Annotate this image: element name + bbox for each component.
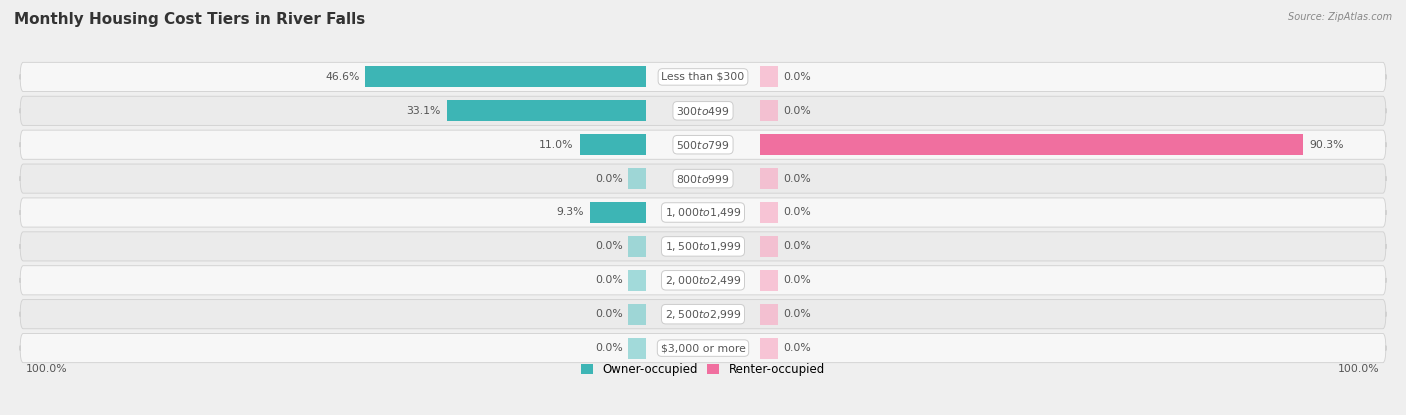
Text: 33.1%: 33.1%: [406, 106, 440, 116]
FancyBboxPatch shape: [20, 266, 1386, 295]
Bar: [761, 168, 778, 189]
Bar: [628, 337, 645, 359]
Bar: [761, 236, 778, 257]
FancyBboxPatch shape: [20, 96, 1386, 125]
Bar: [761, 100, 778, 121]
Text: 0.0%: 0.0%: [595, 275, 623, 285]
Bar: [579, 134, 645, 155]
Text: $2,500 to $2,999: $2,500 to $2,999: [665, 308, 741, 321]
Text: Less than $300: Less than $300: [661, 72, 745, 82]
FancyBboxPatch shape: [20, 164, 1386, 193]
Text: 0.0%: 0.0%: [783, 275, 811, 285]
FancyBboxPatch shape: [20, 130, 1386, 159]
Bar: [366, 66, 645, 88]
Text: $1,500 to $1,999: $1,500 to $1,999: [665, 240, 741, 253]
Text: 0.0%: 0.0%: [783, 343, 811, 353]
Text: 100.0%: 100.0%: [27, 364, 67, 374]
Text: $2,000 to $2,499: $2,000 to $2,499: [665, 274, 741, 287]
Legend: Owner-occupied, Renter-occupied: Owner-occupied, Renter-occupied: [576, 358, 830, 381]
FancyBboxPatch shape: [20, 334, 1386, 363]
Text: 0.0%: 0.0%: [595, 309, 623, 319]
Text: 0.0%: 0.0%: [595, 343, 623, 353]
Text: $3,000 or more: $3,000 or more: [661, 343, 745, 353]
Text: $500 to $799: $500 to $799: [676, 139, 730, 151]
Bar: [628, 304, 645, 325]
Bar: [761, 66, 778, 88]
Bar: [761, 134, 1303, 155]
Bar: [628, 236, 645, 257]
Bar: [761, 202, 778, 223]
Text: 0.0%: 0.0%: [783, 72, 811, 82]
Text: 0.0%: 0.0%: [783, 173, 811, 183]
FancyBboxPatch shape: [20, 300, 1386, 329]
Text: Source: ZipAtlas.com: Source: ZipAtlas.com: [1288, 12, 1392, 22]
Bar: [628, 168, 645, 189]
FancyBboxPatch shape: [20, 198, 1386, 227]
Text: 90.3%: 90.3%: [1309, 140, 1344, 150]
Text: 0.0%: 0.0%: [595, 242, 623, 251]
Bar: [761, 304, 778, 325]
FancyBboxPatch shape: [20, 62, 1386, 91]
FancyBboxPatch shape: [20, 232, 1386, 261]
Text: 0.0%: 0.0%: [783, 309, 811, 319]
Text: 0.0%: 0.0%: [783, 106, 811, 116]
Text: $800 to $999: $800 to $999: [676, 173, 730, 185]
Text: $300 to $499: $300 to $499: [676, 105, 730, 117]
Bar: [761, 337, 778, 359]
Text: 0.0%: 0.0%: [783, 242, 811, 251]
Text: 46.6%: 46.6%: [325, 72, 360, 82]
Bar: [628, 270, 645, 291]
Text: 0.0%: 0.0%: [595, 173, 623, 183]
Text: 0.0%: 0.0%: [783, 208, 811, 217]
Text: 9.3%: 9.3%: [557, 208, 583, 217]
Text: 100.0%: 100.0%: [1339, 364, 1379, 374]
Bar: [761, 270, 778, 291]
Text: $1,000 to $1,499: $1,000 to $1,499: [665, 206, 741, 219]
Text: Monthly Housing Cost Tiers in River Falls: Monthly Housing Cost Tiers in River Fall…: [14, 12, 366, 27]
Bar: [591, 202, 645, 223]
Text: 11.0%: 11.0%: [538, 140, 574, 150]
Bar: [447, 100, 645, 121]
